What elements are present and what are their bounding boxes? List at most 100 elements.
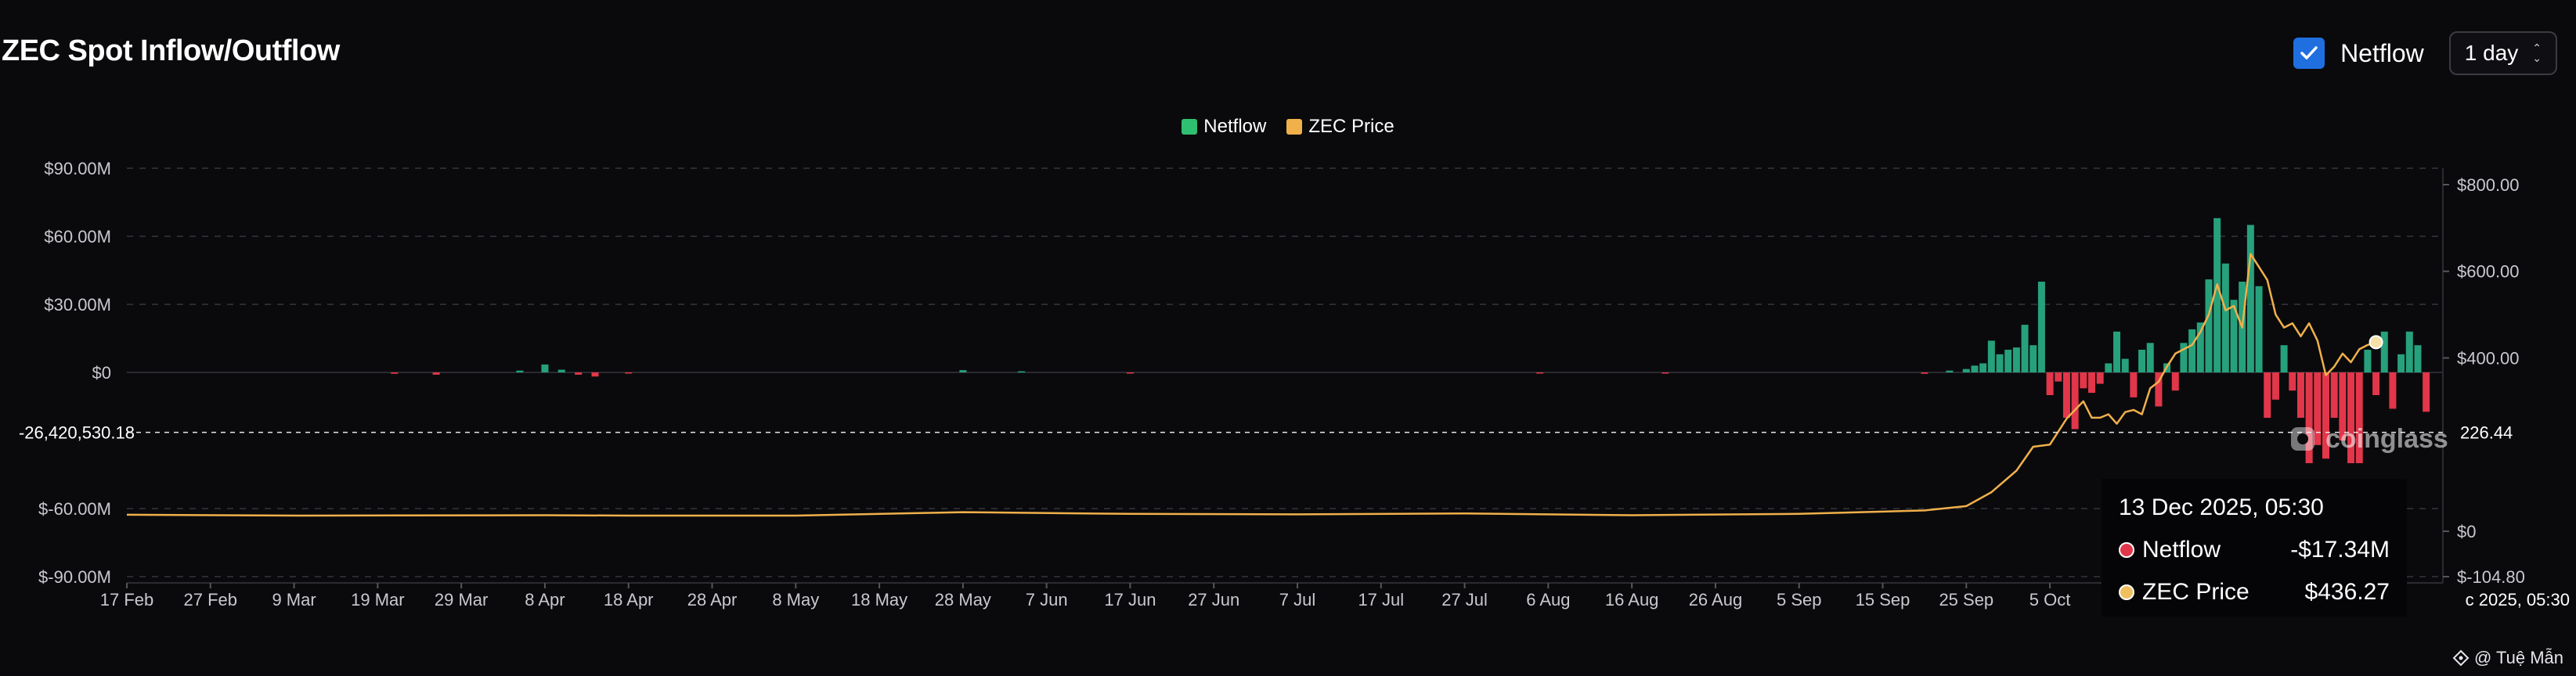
x-tick-label: 5 Oct	[2029, 590, 2071, 609]
tooltip-date: 13 Dec 2025, 05:30	[2119, 494, 2324, 520]
right-tick-label: $400.00	[2457, 348, 2520, 368]
x-tick-label: 27 Jul	[1441, 590, 1488, 609]
legend-item-zec-price[interactable]: ZEC Price	[1286, 116, 1394, 138]
x-tick-label: 28 Apr	[687, 590, 738, 609]
legend-label-netflow: Netflow	[1203, 116, 1267, 137]
netflow-bar	[2021, 325, 2029, 372]
netflow-bar	[2130, 372, 2138, 397]
legend-label-zec-price: ZEC Price	[1308, 116, 1394, 137]
x-axis: 17 Feb 27 Feb 9 Mar 19 Mar 29 Mar 8 Apr 18 Apr…	[100, 582, 2570, 609]
left-tick-label: $30.00M	[44, 295, 111, 315]
netflow-bar	[1979, 363, 1987, 372]
netflow-bar	[2055, 372, 2062, 382]
netflow-bar	[2096, 372, 2104, 384]
x-tick-label: 19 Mar	[351, 590, 404, 609]
x-tick-label: 26 Aug	[1689, 590, 1743, 609]
price-line-layer	[126, 253, 2383, 517]
netflow-bar	[2305, 372, 2313, 463]
netflow-bar	[575, 372, 583, 375]
interval-select[interactable]: 1 day ⌃ ⌄	[2448, 31, 2557, 75]
legend-item-netflow[interactable]: Netflow	[1182, 116, 1266, 138]
netflow-bar	[2246, 225, 2254, 372]
netflow-bar	[1946, 370, 1954, 372]
right-axis: $800.00 $600.00 $400.00 $0 $-104.80	[2442, 168, 2525, 587]
netflow-bar	[2196, 322, 2204, 372]
netflow-bar	[2372, 372, 2380, 395]
netflow-bar	[1921, 372, 1928, 374]
tooltip-value-zec-price: $436.27	[2304, 579, 2390, 605]
netflow-bar	[516, 370, 524, 372]
x-tick-label: 27 Jun	[1188, 590, 1239, 609]
x-tick-label: 15 Sep	[1856, 590, 1910, 609]
tooltip-row-zec-price: ZEC Price $436.27	[2119, 579, 2390, 606]
netflow-bar	[2414, 345, 2422, 372]
left-tick-label: $-90.00M	[38, 567, 111, 587]
netflow-bar	[2138, 350, 2146, 372]
netflow-bar	[2221, 263, 2229, 372]
author-credit: @ Tuệ Mẫn	[2452, 648, 2563, 668]
netflow-bar	[2289, 372, 2296, 391]
netflow-bar	[2004, 350, 2012, 372]
watermark-text: coinglass	[2325, 423, 2448, 454]
netflow-bar	[2380, 331, 2388, 372]
x-tick-label: 16 Aug	[1605, 590, 1659, 609]
legend-swatch-netflow	[1182, 119, 1198, 135]
netflow-bar	[2071, 372, 2079, 430]
x-tick-label: 8 May	[772, 590, 819, 609]
netflow-bar	[2155, 372, 2163, 407]
netflow-bar	[959, 370, 967, 372]
coinglass-watermark: coinglass	[2286, 422, 2448, 455]
x-tick-label: 7 Jul	[1279, 590, 1315, 609]
x-tick-label: 17 Jul	[1358, 590, 1404, 609]
zec-price-point	[2369, 335, 2383, 350]
netflow-bar	[2012, 347, 2020, 372]
netflow-bar	[2121, 358, 2129, 372]
credit-text: @ Tuệ Mẫn	[2473, 648, 2563, 667]
netflow-bar	[1536, 372, 1544, 374]
netflow-bar	[2280, 345, 2288, 372]
netflow-bar	[625, 372, 633, 374]
tooltip-dot-netflow	[2119, 542, 2134, 558]
x-tick-label: 17 Feb	[100, 590, 154, 609]
x-tick-label-crosshair: c 2025, 05:30	[2466, 590, 2570, 609]
netflow-bar	[2087, 372, 2095, 394]
netflow-bar	[2230, 300, 2238, 372]
right-tick-label: $-104.80	[2457, 567, 2525, 587]
netflow-bar	[2264, 372, 2271, 418]
netflow-bars	[391, 218, 2430, 463]
left-axis: $90.00M $60.00M $30.00M $0 $-60.00M $-90.00M	[38, 159, 111, 587]
chart-tooltip: 13 Dec 2025, 05:30 Netflow -$17.34M ZEC …	[2102, 479, 2407, 617]
netflow-bar	[2080, 372, 2087, 389]
netflow-bar	[2205, 279, 2213, 372]
netflow-toggle-label[interactable]: Netflow	[2340, 38, 2424, 67]
tooltip-value-netflow: -$17.34M	[2290, 537, 2390, 563]
netflow-bar	[2213, 218, 2221, 372]
netflow-checkbox[interactable]	[2293, 38, 2325, 69]
netflow-bar	[2397, 354, 2405, 372]
crosshair-left-label: -26,420,530.18	[19, 423, 135, 443]
right-tick-label: $600.00	[2457, 262, 2520, 282]
x-tick-label: 18 May	[851, 590, 907, 609]
netflow-bar	[2405, 331, 2413, 372]
netflow-bar	[2423, 372, 2430, 412]
netflow-bar	[2389, 372, 2397, 409]
chart-legend: Netflow ZEC Price	[0, 116, 2576, 138]
tooltip-row-netflow: Netflow -$17.34M	[2119, 537, 2390, 563]
netflow-bar	[1126, 372, 1134, 374]
left-tick-label: $60.00M	[44, 227, 111, 246]
right-tick-label: $800.00	[2457, 175, 2520, 195]
netflow-bar	[557, 369, 565, 372]
netflow-bar	[2296, 372, 2304, 418]
x-tick-label: 6 Aug	[1526, 590, 1570, 609]
up-down-caret-icon: ⌃ ⌄	[2532, 41, 2542, 64]
chart-title: ZEC Spot Inflow/Outflow	[2, 34, 340, 67]
netflow-bar	[2347, 372, 2355, 463]
netflow-bar	[2113, 331, 2121, 372]
netflow-bar	[2339, 372, 2347, 440]
netflow-bar	[2171, 372, 2179, 391]
tooltip-dot-zec-price	[2119, 584, 2134, 600]
netflow-bar	[2146, 343, 2154, 372]
netflow-bar	[1661, 372, 1669, 374]
netflow-bar	[2330, 372, 2338, 418]
